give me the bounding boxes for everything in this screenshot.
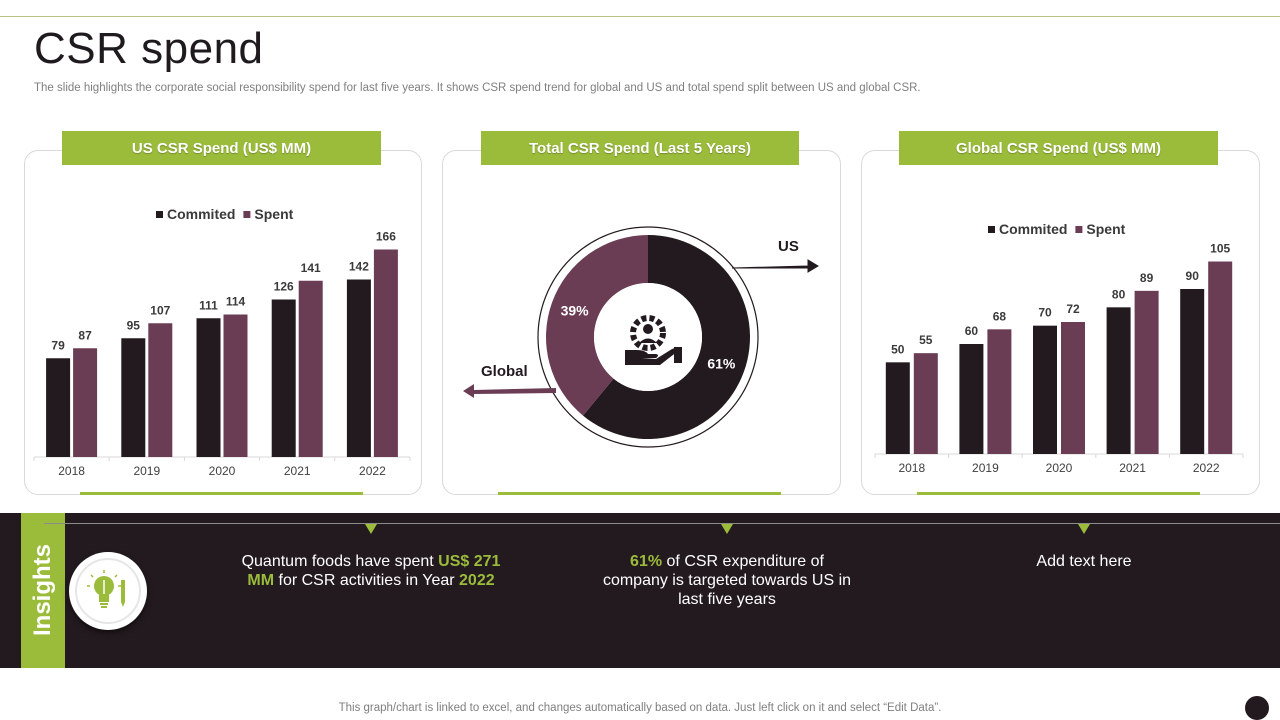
data-label-spent-2021: 141 bbox=[301, 261, 321, 275]
bar-commited-2018 bbox=[885, 362, 910, 454]
hand-gear-people-icon bbox=[625, 315, 682, 365]
legend-label-spent: Spent bbox=[1086, 221, 1125, 237]
x-tick-label-2020: 2020 bbox=[209, 464, 236, 478]
bar-commited-2021 bbox=[271, 299, 296, 457]
total-donut-chart[interactable]: 61% 39% US Global bbox=[442, 150, 839, 493]
global-bar-chart[interactable]: 50 55 2018 60 68 2019 70 72 2020 80 89 2021 90 105 202… bbox=[861, 150, 1258, 493]
data-label-spent-2018: 55 bbox=[919, 333, 933, 347]
legend-swatch-spent bbox=[1075, 226, 1083, 233]
x-tick-label-2022: 2022 bbox=[359, 464, 386, 478]
legend-label-commited: Commited bbox=[999, 221, 1067, 237]
x-tick-label-2022: 2022 bbox=[1193, 461, 1220, 475]
data-label-spent-2022: 105 bbox=[1210, 242, 1230, 256]
total-panel-underline bbox=[498, 492, 781, 495]
bar-spent-2019 bbox=[987, 329, 1012, 454]
data-label-commited-2021: 126 bbox=[274, 280, 294, 294]
bar-commited-2021 bbox=[1106, 307, 1131, 454]
data-label-spent-2018: 87 bbox=[78, 328, 92, 342]
data-label-commited-2022: 142 bbox=[349, 260, 369, 274]
global-arrow bbox=[463, 384, 556, 398]
bar-spent-2022 bbox=[1208, 261, 1233, 454]
data-label-spent-2022: 166 bbox=[376, 230, 396, 244]
insights-strip bbox=[21, 513, 65, 668]
data-label-commited-2020: 70 bbox=[1038, 306, 1052, 320]
insight-2-marker bbox=[721, 524, 733, 534]
legend-swatch-commited bbox=[988, 226, 995, 233]
page-subtitle: The slide highlights the corporate socia… bbox=[34, 82, 921, 94]
data-label-spent-2020: 114 bbox=[226, 295, 246, 309]
data-label-commited-2018: 50 bbox=[891, 342, 905, 356]
data-label-commited-2022: 90 bbox=[1186, 269, 1200, 283]
insights-label: Insights bbox=[29, 543, 56, 637]
data-label-commited-2019: 95 bbox=[127, 318, 141, 332]
data-label-commited-2019: 60 bbox=[965, 324, 979, 338]
global-chart-title: Global CSR Spend (US$ MM) bbox=[899, 131, 1218, 165]
insight-1-text: Quantum foods have spent US$ 271 MM for … bbox=[241, 553, 501, 589]
donut-slice-global bbox=[546, 235, 648, 416]
global-arrow-label: Global bbox=[481, 363, 528, 380]
bar-commited-2020 bbox=[1033, 325, 1057, 454]
bar-commited-2019 bbox=[959, 344, 984, 454]
bar-commited-2022 bbox=[346, 279, 371, 457]
x-tick-label-2021: 2021 bbox=[1119, 461, 1146, 475]
bar-spent-2018 bbox=[913, 353, 938, 454]
bar-commited-2018 bbox=[46, 358, 71, 457]
bar-spent-2020 bbox=[223, 314, 248, 457]
x-tick-label-2018: 2018 bbox=[58, 464, 85, 478]
insights-divider bbox=[44, 523, 1280, 524]
data-label-commited-2018: 79 bbox=[51, 338, 65, 352]
insights-band bbox=[0, 513, 1280, 668]
donut-hole bbox=[594, 283, 702, 391]
bar-spent-2019 bbox=[148, 323, 173, 457]
data-label-spent-2019: 68 bbox=[993, 309, 1007, 323]
x-tick-label-2019: 2019 bbox=[972, 461, 999, 475]
legend-swatch-spent bbox=[243, 211, 251, 218]
legend-label-commited: Commited bbox=[167, 206, 235, 222]
legend-label-spent: Spent bbox=[254, 206, 293, 222]
lightbulb-pencil-icon bbox=[69, 552, 147, 630]
x-tick-label-2020: 2020 bbox=[1046, 461, 1073, 475]
data-label-commited-2021: 80 bbox=[1112, 287, 1126, 301]
bar-spent-2018 bbox=[73, 348, 98, 457]
bar-spent-2021 bbox=[298, 280, 323, 457]
bar-commited-2019 bbox=[121, 338, 146, 457]
page-title: CSR spend bbox=[34, 24, 264, 73]
insight-3-marker bbox=[1078, 524, 1090, 534]
us-panel-underline bbox=[80, 492, 363, 495]
data-label-commited-2020: 111 bbox=[199, 298, 218, 312]
x-tick-label-2021: 2021 bbox=[284, 464, 311, 478]
donut-label-us: 61% bbox=[707, 355, 736, 371]
us-bar-chart[interactable]: 79 87 2018 95 107 2019 111 114 2020 126 141 2021 142… bbox=[24, 150, 420, 493]
bar-spent-2020 bbox=[1061, 322, 1085, 454]
bar-commited-2020 bbox=[196, 318, 221, 457]
us-chart-title: US CSR Spend (US$ MM) bbox=[62, 131, 381, 165]
bar-commited-2022 bbox=[1180, 289, 1205, 454]
x-tick-label-2019: 2019 bbox=[133, 464, 160, 478]
data-label-spent-2019: 107 bbox=[150, 303, 170, 317]
bar-spent-2022 bbox=[373, 249, 398, 457]
corner-dot bbox=[1245, 696, 1269, 720]
top-rule bbox=[0, 16, 1280, 17]
donut-outer-ring bbox=[537, 226, 759, 448]
x-tick-label-2018: 2018 bbox=[898, 461, 925, 475]
insight-1-marker bbox=[365, 524, 377, 534]
us-arrow-label: US bbox=[778, 238, 799, 255]
data-label-spent-2021: 89 bbox=[1140, 271, 1154, 285]
total-chart-title: Total CSR Spend (Last 5 Years) bbox=[481, 131, 799, 165]
data-label-spent-2020: 72 bbox=[1066, 302, 1080, 316]
bar-spent-2021 bbox=[1134, 290, 1159, 454]
footer-note: This graph/chart is linked to excel, and… bbox=[338, 702, 942, 714]
global-panel-underline bbox=[917, 492, 1200, 495]
donut-label-global: 39% bbox=[561, 303, 590, 319]
legend-swatch-commited bbox=[156, 211, 163, 218]
insight-2-text: 61% of CSR expenditure of company is tar… bbox=[602, 553, 852, 608]
donut-slice-us bbox=[582, 235, 750, 439]
insight-3-text[interactable]: Add text here bbox=[1036, 553, 1132, 570]
us-arrow bbox=[731, 259, 819, 273]
